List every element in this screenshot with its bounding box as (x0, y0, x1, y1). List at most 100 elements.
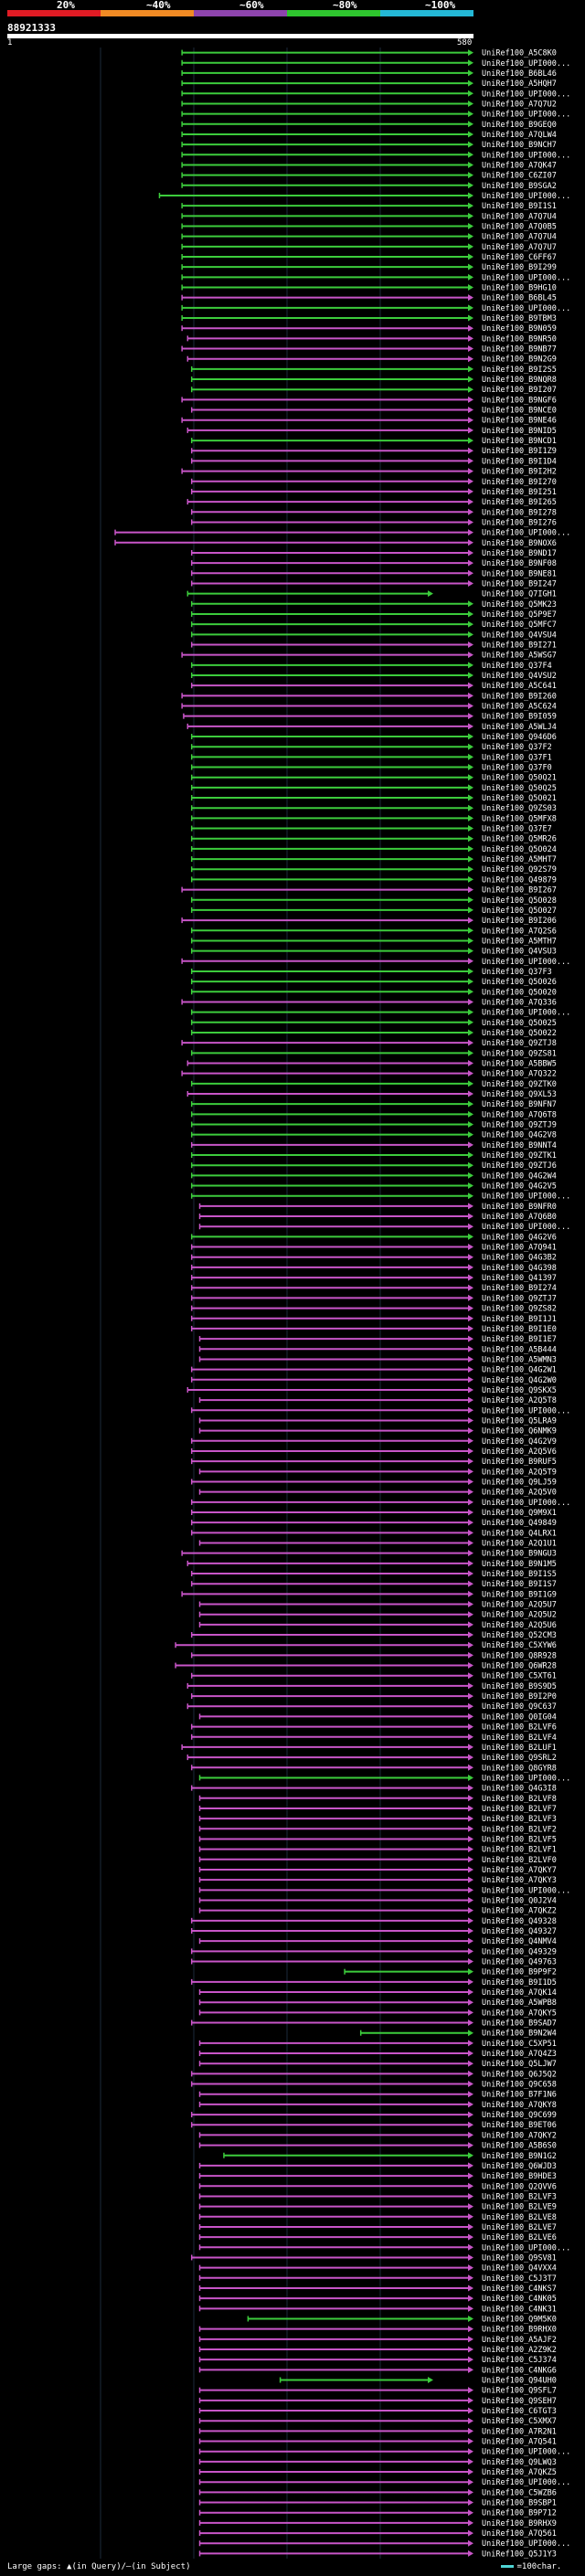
hit-row[interactable]: UniRef100_UPI000... (190, 1406, 571, 1415)
hit-label[interactable]: UniRef100_Q52CM3 (482, 1631, 557, 1640)
hit-label[interactable]: UniRef100_B9I276 (482, 518, 557, 527)
hit-row[interactable]: UniRef100_A2Q5U2 (198, 1611, 557, 1620)
hit-row[interactable]: UniRef100_Q37F0 (190, 764, 552, 773)
hit-row[interactable]: UniRef100_Q4G2V8 (190, 1131, 557, 1140)
hit-label[interactable]: UniRef100_A7Q7U7 (482, 243, 557, 252)
hit-row[interactable]: UniRef100_B9HDE3 (198, 2172, 557, 2181)
hit-label[interactable]: UniRef100_Q37E7 (482, 825, 552, 834)
hit-label[interactable]: UniRef100_B9NF08 (482, 559, 557, 568)
hit-row[interactable]: UniRef100_A5MTH7 (190, 937, 557, 946)
hit-label[interactable]: UniRef100_A7QKY3 (482, 1876, 557, 1885)
hit-row[interactable]: UniRef100_Q0IG04 (198, 1712, 557, 1722)
hit-row[interactable]: UniRef100_C5XT61 (190, 1672, 557, 1681)
hit-row[interactable]: UniRef100_B9NGF6 (181, 396, 557, 405)
hit-label[interactable]: UniRef100_Q49327 (482, 1927, 557, 1936)
hit-label[interactable]: UniRef100_A5MHT7 (482, 855, 557, 864)
hit-label[interactable]: UniRef100_A7QK14 (482, 1988, 557, 1998)
hit-label[interactable]: UniRef100_Q94UH0 (482, 2377, 557, 2386)
hit-row[interactable]: UniRef100_A7QK47 (181, 161, 557, 170)
hit-row[interactable]: UniRef100_B9RHX0 (198, 2326, 557, 2335)
hit-row[interactable]: UniRef100_C4NKG6 (198, 2366, 557, 2375)
hit-row[interactable]: UniRef100_Q9SRL2 (186, 1754, 557, 1763)
hit-label[interactable]: UniRef100_Q4VSU4 (482, 631, 557, 640)
hit-row[interactable]: UniRef100_Q4G3B2 (190, 1254, 557, 1263)
hit-label[interactable]: UniRef100_B2LVF6 (482, 1723, 557, 1733)
hit-label[interactable]: UniRef100_Q2QVV6 (482, 2182, 557, 2191)
hit-label[interactable]: UniRef100_B9I1G9 (482, 1590, 557, 1599)
hit-label[interactable]: UniRef100_Q4G2W4 (482, 1171, 557, 1181)
hit-label[interactable]: UniRef100_C4NKG6 (482, 2366, 557, 2375)
hit-label[interactable]: UniRef100_C4NK05 (482, 2295, 557, 2304)
hit-label[interactable]: UniRef100_B9I207 (482, 386, 557, 395)
hit-label[interactable]: UniRef100_B9NFR0 (482, 1203, 557, 1212)
hit-row[interactable]: UniRef100_Q49879 (190, 875, 557, 885)
hit-row[interactable]: UniRef100_B9NB77 (181, 345, 557, 355)
hit-label[interactable]: UniRef100_B9NE46 (482, 417, 557, 426)
hit-label[interactable]: UniRef100_A2Q5V0 (482, 1489, 557, 1498)
hit-row[interactable]: UniRef100_A5AJF2 (198, 2336, 557, 2345)
hit-row[interactable]: UniRef100_Q4VSU3 (190, 948, 557, 957)
hit-row[interactable]: UniRef100_UPI000... (198, 1886, 571, 1895)
hit-row[interactable]: UniRef100_A7QKY8 (198, 2101, 557, 2110)
hit-row[interactable]: UniRef100_Q9C637 (186, 1702, 557, 1712)
hit-label[interactable]: UniRef100_UPI000... (482, 192, 570, 201)
hit-label[interactable]: UniRef100_B2LVF2 (482, 1825, 557, 1834)
hit-label[interactable]: UniRef100_Q5LRA9 (482, 1416, 557, 1426)
hit-row[interactable]: UniRef100_Q4G3I8 (190, 1785, 557, 1794)
hit-row[interactable]: UniRef100_Q5O025 (190, 1019, 557, 1028)
hit-row[interactable]: UniRef100_B9NNT4 (190, 1141, 557, 1150)
hit-label[interactable]: UniRef100_Q4G2V5 (482, 1182, 557, 1192)
hit-row[interactable]: UniRef100_Q4NMV4 (198, 1937, 557, 1946)
hit-label[interactable]: UniRef100_Q6J5Q2 (482, 2070, 557, 2079)
hit-label[interactable]: UniRef100_A2Q5U2 (482, 1611, 557, 1620)
hit-row[interactable]: UniRef100_Q9ZS03 (190, 804, 557, 813)
hit-label[interactable]: UniRef100_A5WSG7 (482, 652, 557, 661)
hit-label[interactable]: UniRef100_A7QLW4 (482, 131, 557, 140)
hit-label[interactable]: UniRef100_Q9XL53 (482, 1090, 557, 1099)
hit-row[interactable]: UniRef100_UPI000... (198, 2539, 571, 2549)
hit-label[interactable]: UniRef100_B9NOX6 (482, 539, 557, 548)
hit-label[interactable]: UniRef100_UPI000... (482, 1406, 570, 1415)
hit-label[interactable]: UniRef100_Q9SRL2 (482, 1754, 557, 1763)
hit-label[interactable]: UniRef100_A5B6S0 (482, 2142, 557, 2151)
hit-row[interactable]: UniRef100_Q6NMK9 (198, 1427, 557, 1436)
hit-row[interactable]: UniRef100_Q37E7 (190, 825, 552, 834)
hit-label[interactable]: UniRef100_UPI000... (482, 90, 570, 99)
hit-label[interactable]: UniRef100_Q4G398 (482, 1264, 557, 1273)
hit-row[interactable]: UniRef100_C4NK31 (198, 2305, 557, 2314)
hit-label[interactable]: UniRef100_B9I1S5 (482, 1570, 557, 1579)
hit-row[interactable]: UniRef100_B9I1E0 (190, 1325, 557, 1334)
hit-label[interactable]: UniRef100_B9NQR8 (482, 376, 557, 385)
hit-label[interactable]: UniRef100_Q37F2 (482, 743, 552, 752)
hit-label[interactable]: UniRef100_B9I206 (482, 917, 557, 926)
hit-label[interactable]: UniRef100_B7F1N6 (482, 2091, 557, 2100)
hit-row[interactable]: UniRef100_B9SAD7 (190, 2019, 557, 2029)
hit-row[interactable]: UniRef100_UPI000... (181, 111, 570, 120)
hit-row[interactable]: UniRef100_Q5O027 (190, 906, 557, 916)
hit-label[interactable]: UniRef100_UPI000... (482, 151, 570, 160)
hit-row[interactable]: UniRef100_UPI000... (181, 304, 570, 313)
hit-row[interactable]: UniRef100_B9I1Z9 (190, 447, 557, 456)
hit-label[interactable]: UniRef100_Q37F1 (482, 753, 552, 762)
hit-label[interactable]: UniRef100_Q50Q21 (482, 774, 557, 783)
hit-row[interactable]: UniRef100_Q49329 (190, 1947, 557, 1956)
hit-row[interactable]: UniRef100_Q4G2V5 (190, 1182, 557, 1192)
hit-row[interactable]: UniRef100_A7Q6B0 (198, 1213, 557, 1222)
hit-label[interactable]: UniRef100_B9I2H2 (482, 468, 557, 477)
hit-row[interactable]: UniRef100_Q9ZTJ6 (190, 1161, 557, 1171)
hit-row[interactable]: UniRef100_Q37F2 (190, 743, 552, 752)
hit-row[interactable]: UniRef100_UPI000... (198, 2243, 571, 2253)
hit-label[interactable]: UniRef100_Q9SEH7 (482, 2397, 557, 2406)
hit-label[interactable]: UniRef100_Q5O020 (482, 988, 557, 997)
hit-label[interactable]: UniRef100_B9I2S5 (482, 366, 557, 375)
hit-label[interactable]: UniRef100_C5J3T7 (482, 2274, 557, 2284)
hit-label[interactable]: UniRef100_Q92S79 (482, 865, 557, 875)
hit-row[interactable]: UniRef100_A5WMN3 (198, 1355, 557, 1364)
hit-label[interactable]: UniRef100_Q5J1Y3 (482, 2549, 557, 2559)
hit-row[interactable]: UniRef100_Q5O028 (190, 896, 557, 906)
hit-row[interactable]: UniRef100_A5B6S0 (198, 2142, 557, 2151)
hit-row[interactable]: UniRef100_B9N1M5 (186, 1560, 557, 1569)
hit-row[interactable]: UniRef100_Q2QVV6 (198, 2182, 557, 2191)
hit-label[interactable]: UniRef100_Q5O027 (482, 906, 557, 916)
hit-row[interactable]: UniRef100_Q37F1 (190, 753, 552, 762)
